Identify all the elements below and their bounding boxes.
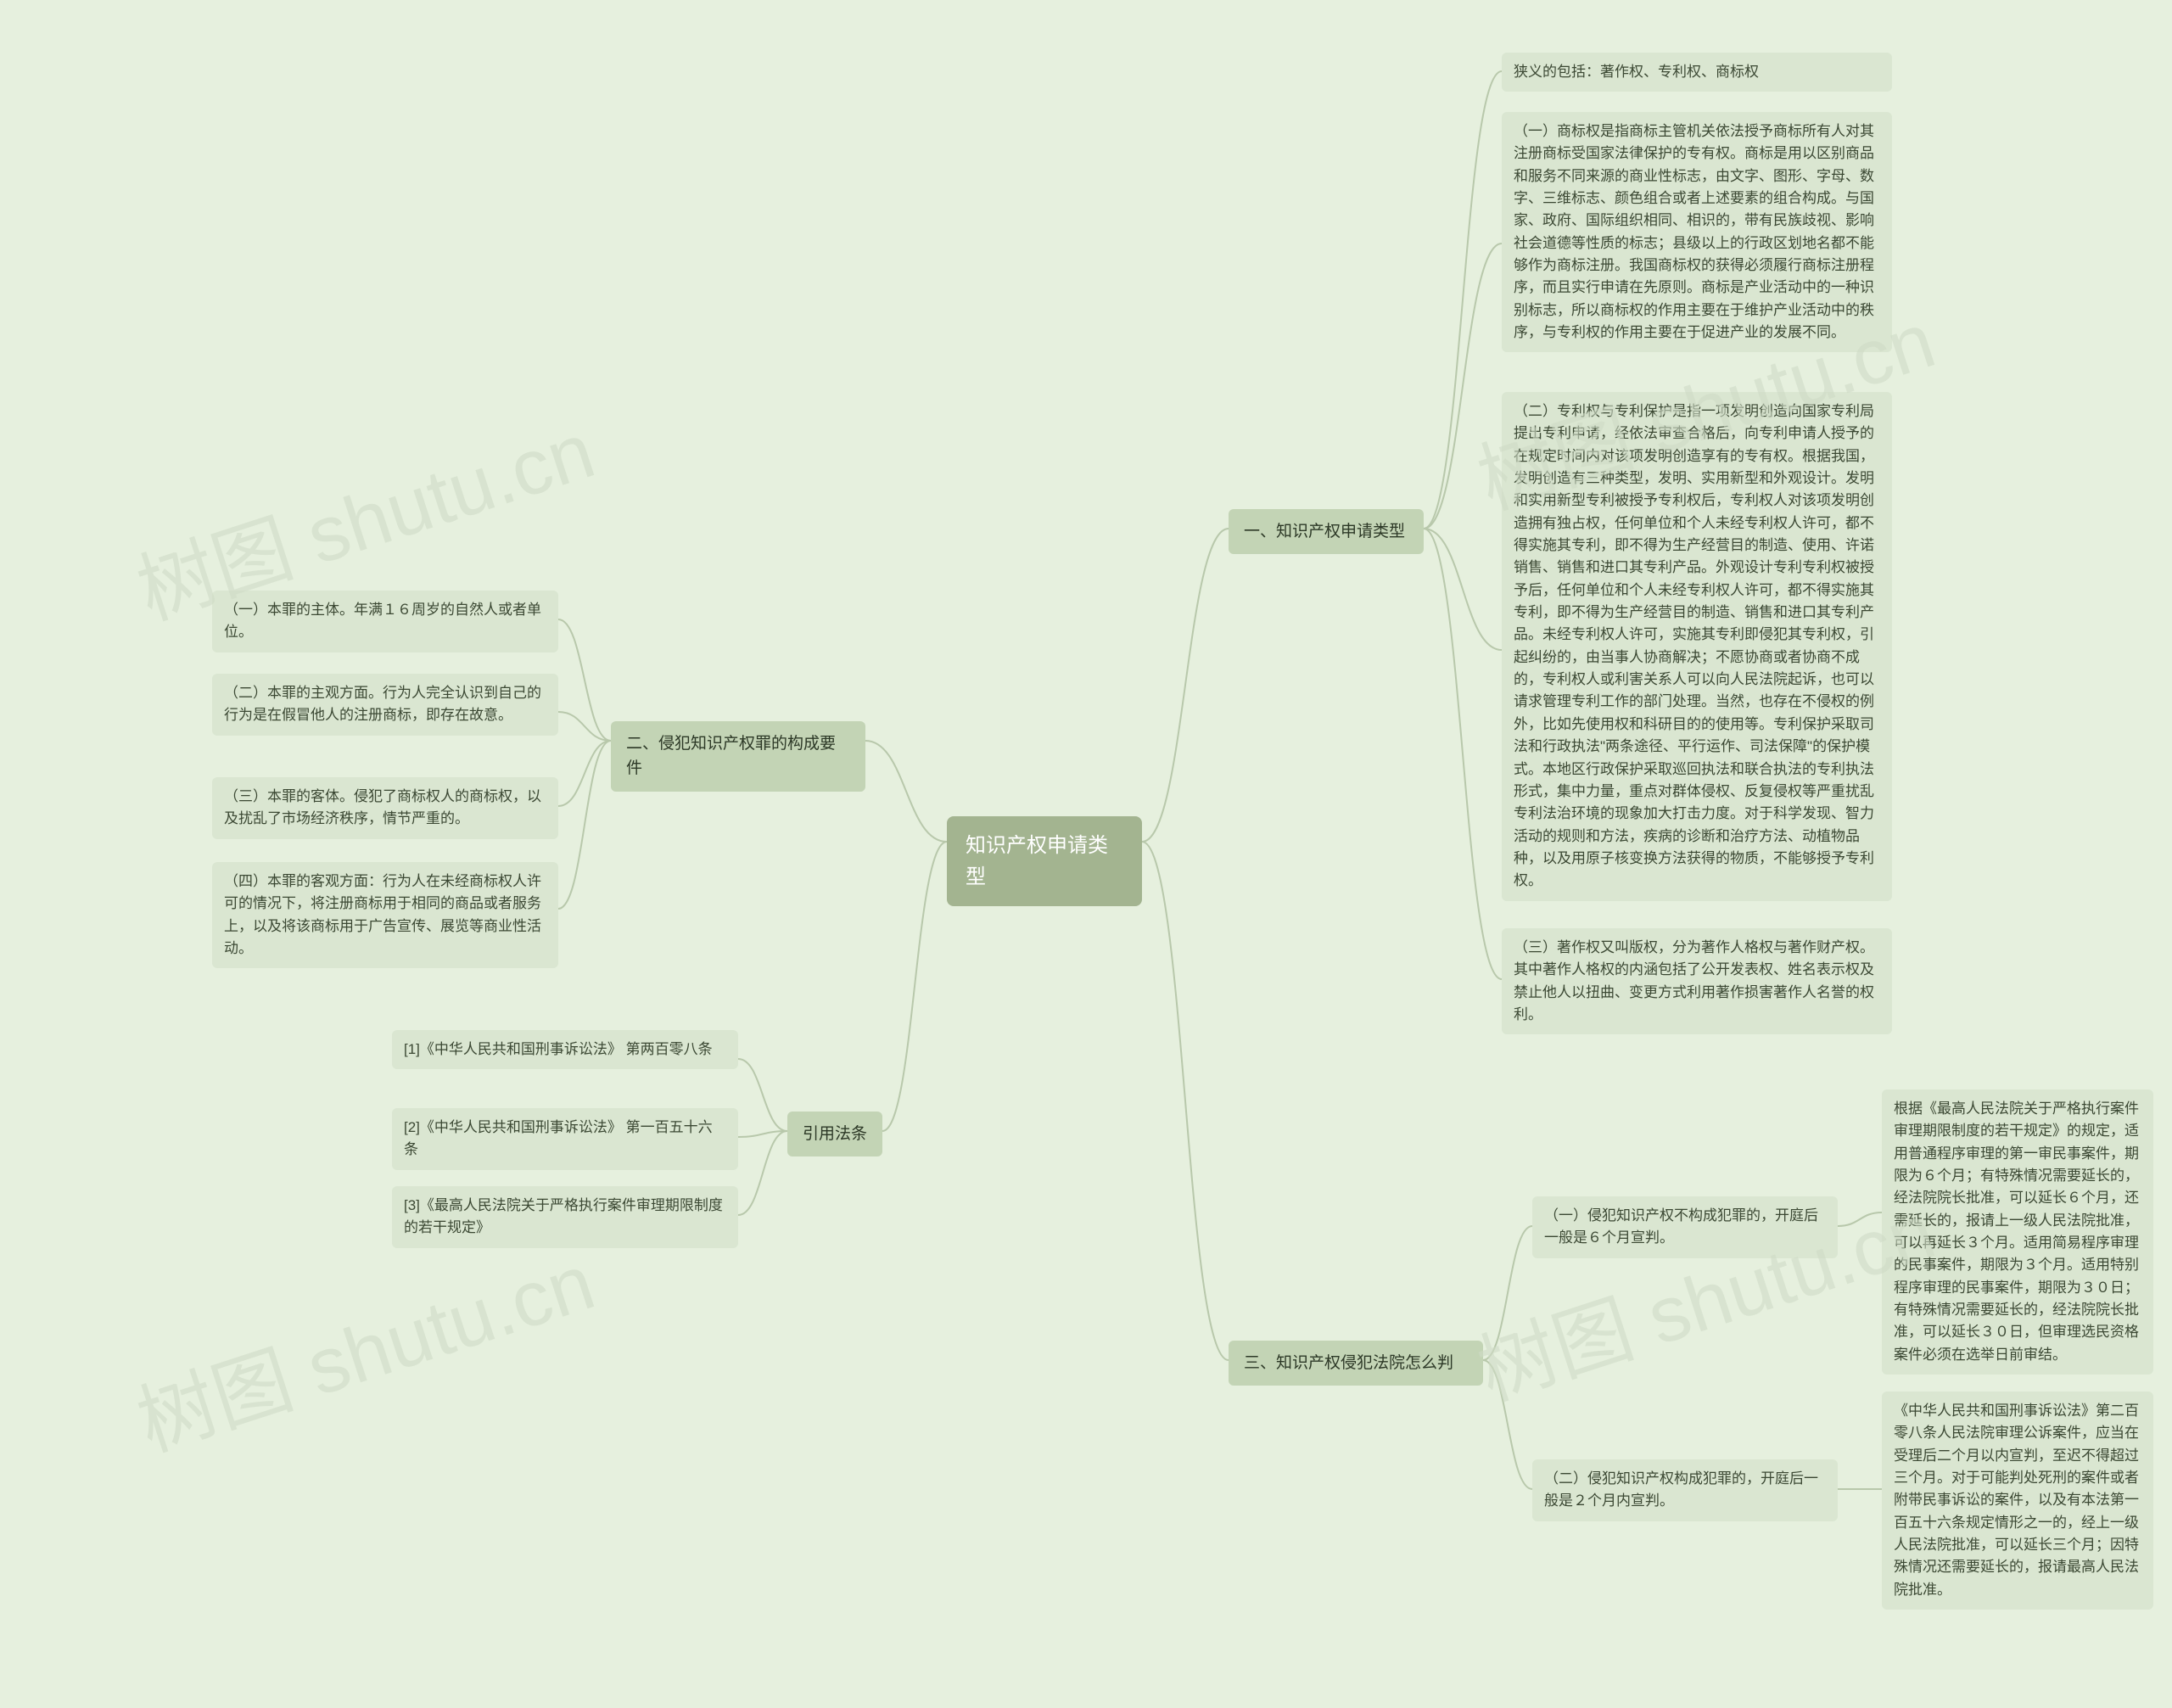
branch-1-types: 一、知识产权申请类型	[1229, 509, 1424, 554]
leaf-b3-crime: （二）侵犯知识产权构成犯罪的，开庭后一般是２个月内宣判。	[1532, 1459, 1838, 1521]
leaf-b2-objective: （四）本罪的客观方面：行为人在未经商标权人许可的情况下，将注册商标用于相同的商品…	[212, 862, 558, 968]
leaf-b2-subjective: （二）本罪的主观方面。行为人完全认识到自己的行为是在假冒他人的注册商标，即存在故…	[212, 674, 558, 736]
leaf-b3-notcrime-detail: 根据《最高人民法院关于严格执行案件审理期限制度的若干规定》的规定，适用普通程序审…	[1882, 1089, 2153, 1375]
leaf-b1-patent: （二）专利权与专利保护是指一项发明创造向国家专利局提出专利申请，经依法审查合格后…	[1502, 392, 1892, 901]
leaf-b2-subject: （一）本罪的主体。年满１６周岁的自然人或者单位。	[212, 591, 558, 652]
root-node: 知识产权申请类型	[947, 816, 1142, 906]
branch-4-laws: 引用法条	[787, 1112, 882, 1156]
leaf-b4-law3: [3]《最高人民法院关于严格执行案件审理期限制度的若干规定》	[392, 1186, 738, 1248]
leaf-b4-law2: [2]《中华人民共和国刑事诉讼法》 第一百五十六条	[392, 1108, 738, 1170]
branch-2-elements: 二、侵犯知识产权罪的构成要件	[611, 721, 865, 792]
leaf-b3-crime-detail: 《中华人民共和国刑事诉讼法》第二百零八条人民法院审理公诉案件，应当在受理后二个月…	[1882, 1392, 2153, 1610]
leaf-b1-narrow: 狭义的包括：著作权、专利权、商标权	[1502, 53, 1892, 92]
leaf-b1-copyright: （三）著作权又叫版权，分为著作人格权与著作财产权。其中著作人格权的内涵包括了公开…	[1502, 928, 1892, 1034]
leaf-b1-trademark: （一）商标权是指商标主管机关依法授予商标所有人对其注册商标受国家法律保护的专有权…	[1502, 112, 1892, 352]
leaf-b4-law1: [1]《中华人民共和国刑事诉讼法》 第两百零八条	[392, 1030, 738, 1069]
leaf-b3-notcrime: （一）侵犯知识产权不构成犯罪的，开庭后一般是６个月宣判。	[1532, 1196, 1838, 1258]
leaf-b2-object: （三）本罪的客体。侵犯了商标权人的商标权，以及扰乱了市场经济秩序，情节严重的。	[212, 777, 558, 839]
branch-3-court: 三、知识产权侵犯法院怎么判	[1229, 1341, 1483, 1386]
